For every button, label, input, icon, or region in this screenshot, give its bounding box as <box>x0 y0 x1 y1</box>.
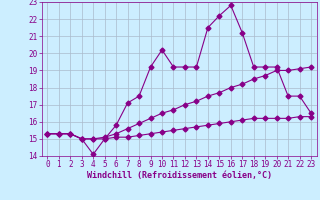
X-axis label: Windchill (Refroidissement éolien,°C): Windchill (Refroidissement éolien,°C) <box>87 171 272 180</box>
